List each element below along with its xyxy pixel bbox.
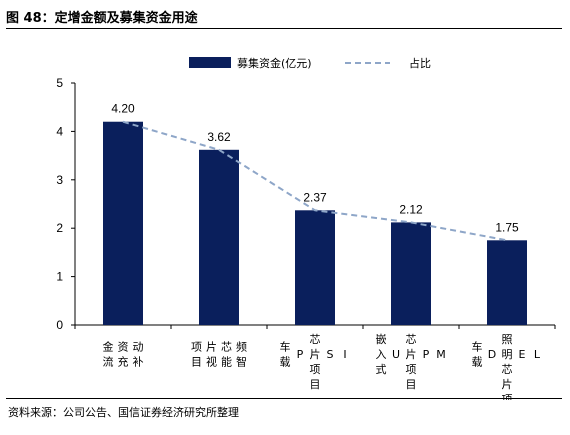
bar (199, 149, 239, 325)
x-category-label-char: 目 (310, 378, 321, 391)
y-tick-label: 3 (56, 173, 63, 187)
chart: 0123454.203.622.372.121.75动补资充金流频智芯能片视项目… (56, 56, 556, 400)
x-category-label-char: 芯 (502, 362, 513, 376)
x-category-label-char: 金 (103, 340, 114, 354)
x-category-label-char: 流 (103, 355, 114, 369)
x-category-label-char: P (423, 348, 430, 361)
data-label: 1.75 (495, 220, 519, 234)
x-category-label-char: 片 (502, 378, 513, 391)
x-category-label-char: 载 (280, 356, 291, 369)
x-category-label-char: 补 (133, 356, 144, 369)
y-tick-label: 0 (56, 318, 63, 332)
x-category-label-char: 项 (406, 363, 417, 376)
y-tick-label: 5 (56, 76, 63, 90)
x-category-label-char: 片 (206, 341, 217, 354)
x-category-label-char: 芯 (221, 340, 232, 354)
x-category-label-char: 资 (118, 341, 129, 354)
x-category-label-char: 项 (502, 393, 513, 400)
x-category-label-char: 照 (502, 333, 513, 346)
bar (487, 240, 527, 325)
x-category-label-char: 目 (191, 356, 202, 369)
x-category-label-char: 视 (206, 355, 217, 369)
data-label: 2.12 (399, 202, 423, 216)
x-category-label-char: 车 (472, 340, 483, 354)
x-category-label-char: 片 (406, 348, 417, 361)
x-category-label-char: 载 (472, 356, 483, 369)
x-category-label-char: D (488, 348, 496, 361)
y-tick-label: 1 (56, 270, 63, 284)
source-note: 资料来源：公司公告、国信证券经济研究所整理 (8, 406, 239, 419)
data-label: 3.62 (207, 130, 231, 144)
x-category-label-char: E (519, 348, 526, 361)
bar (391, 222, 431, 325)
chart-title: 图 48：定增金额及募集资金用途 (6, 11, 198, 26)
y-tick-label: 4 (56, 124, 63, 138)
x-category-label-char: U (392, 348, 400, 361)
x-category-label-char: 能 (221, 355, 232, 369)
title-bar: 图 48：定增金额及募集资金用途 (6, 4, 562, 29)
x-category-label-char: I (343, 348, 346, 361)
x-category-label-char: 动 (133, 341, 144, 354)
bar (103, 121, 143, 325)
x-category-label-char: P (297, 348, 304, 361)
x-category-label-char: M (436, 348, 446, 361)
x-category-label-char: 频 (236, 340, 247, 354)
x-category-label-char: 智 (236, 355, 247, 369)
x-category-label-char: 入 (376, 348, 387, 361)
x-category-label-char: S (327, 348, 334, 361)
legend-label-line: 占比 (409, 56, 431, 70)
x-category-label-char: 明 (502, 348, 513, 361)
data-label: 2.37 (303, 190, 327, 204)
x-category-label-char: 嵌 (376, 333, 387, 346)
x-category-label-char: 目 (406, 378, 417, 391)
x-category-label-char: 项 (191, 341, 202, 354)
source-divider (6, 398, 562, 399)
x-category-label-char: 车 (280, 340, 291, 354)
legend-label-bar: 募集资金(亿元) (237, 56, 312, 70)
legend-swatch-bar (189, 57, 231, 68)
x-category-label-char: 芯 (310, 332, 321, 346)
data-label: 4.20 (111, 102, 135, 116)
x-category-label-char: L (534, 348, 541, 361)
x-category-label-char: 充 (118, 355, 129, 369)
bar (295, 210, 335, 325)
x-category-label-char: 片 (310, 348, 321, 361)
x-category-label-char: 芯 (406, 332, 417, 346)
y-tick-label: 2 (56, 221, 63, 235)
x-category-label-char: 项 (310, 363, 321, 376)
x-category-label-char: 式 (376, 363, 387, 376)
